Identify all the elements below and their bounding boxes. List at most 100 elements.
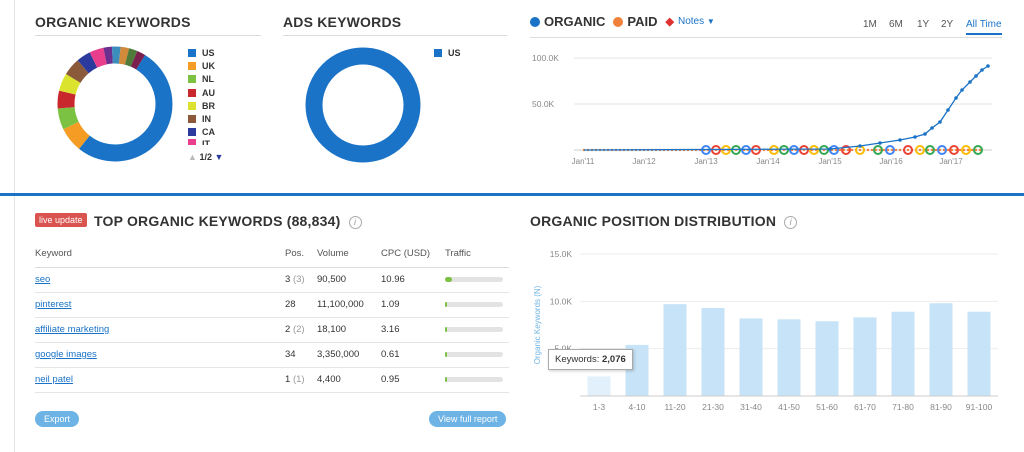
paid-point [874, 148, 878, 152]
dist-bar-61-70[interactable] [853, 317, 877, 396]
keyword-cell: pinterest [35, 292, 285, 318]
col-keyword[interactable]: Keyword [35, 241, 285, 268]
dist-bar-21-30[interactable] [701, 307, 725, 396]
organic-point [913, 135, 917, 139]
organic-trend-chart: 100.0K 50.0K Jan'11 Jan'12 Jan'13 Jan'14 Jan'1… [532, 53, 992, 166]
legend-label: NL [202, 74, 214, 85]
google-update-icon[interactable] [903, 145, 913, 155]
dist-x-tick: 61-70 [854, 402, 876, 412]
export-button[interactable]: Export [35, 411, 80, 427]
google-update-icon[interactable] [789, 145, 799, 155]
google-update-icon[interactable] [769, 145, 779, 155]
google-update-icon[interactable] [779, 145, 789, 155]
google-update-icon[interactable] [937, 145, 947, 155]
period-6m[interactable]: 6M [889, 19, 903, 30]
dist-y-label: Organic Keywords (N) [533, 285, 542, 364]
dist-bar-81-90[interactable] [929, 303, 953, 396]
organic-point [858, 144, 862, 148]
paid-label[interactable]: PAID [627, 14, 658, 29]
google-update-icon[interactable] [819, 145, 829, 155]
dist-bar-31-40[interactable] [739, 318, 763, 396]
donut-slice-uk [63, 121, 91, 149]
period-1y[interactable]: 1Y [917, 19, 930, 30]
pager-prev-icon[interactable]: ▲ [188, 152, 197, 162]
pos-cell: 1 (1) [285, 367, 317, 393]
keyword-link[interactable]: neil patel [35, 374, 74, 385]
legend-label: IN [202, 114, 211, 125]
dist-bar-1-3[interactable] [587, 376, 611, 396]
dist-x-tick: 11-20 [664, 402, 685, 412]
traffic-bar [445, 302, 503, 307]
col-traffic[interactable]: Traffic [445, 241, 509, 268]
paid-point [886, 148, 890, 152]
ads-donut-ring [305, 47, 421, 163]
pager-next-icon[interactable]: ▼ [214, 152, 224, 162]
pos-cell: 28 [285, 292, 317, 318]
google-update-icon[interactable] [949, 145, 959, 155]
dist-x-tick: 4-10 [628, 402, 645, 412]
period-all-time[interactable]: All Time [966, 19, 1002, 35]
legend-label: CA [202, 127, 215, 138]
traffic-bar-fill [445, 377, 447, 382]
paid-point [890, 148, 894, 152]
dist-bar-11-20[interactable] [663, 304, 687, 396]
google-update-icon[interactable] [885, 145, 895, 155]
legend-item-uk: UK [188, 59, 215, 72]
keyword-cell: affiliate marketing [35, 317, 285, 343]
view-full-report-button[interactable]: View full report [429, 411, 507, 427]
volume-cell: 4,400 [317, 367, 381, 393]
keyword-link[interactable]: google images [35, 349, 97, 360]
trend-x-tick: Jan'13 [694, 157, 718, 166]
google-update-icon[interactable] [925, 145, 935, 155]
google-update-icon[interactable] [915, 145, 925, 155]
traffic-bar-fill [445, 277, 452, 282]
trend-y-tick: 50.0K [532, 99, 555, 109]
google-update-icon[interactable] [973, 145, 983, 155]
trend-rule [530, 37, 1002, 38]
google-update-icon[interactable] [841, 145, 851, 155]
keyword-link[interactable]: seo [35, 274, 51, 285]
paid-point [926, 148, 930, 152]
paid-point [974, 148, 978, 152]
organic-point [974, 74, 978, 78]
info-icon[interactable]: i [348, 215, 362, 229]
period-1m[interactable]: 1M [863, 19, 877, 30]
dist-y-tick: 10.0K [550, 296, 573, 306]
table-row: affiliate marketing 2 (2) 18,100 3.16 [35, 317, 509, 343]
period-2y[interactable]: 2Y [941, 19, 954, 30]
google-update-icon[interactable] [809, 145, 819, 155]
dist-bar-71-80[interactable] [891, 311, 915, 396]
volume-cell: 18,100 [317, 317, 381, 343]
page-left-border [14, 0, 15, 452]
organic-point [938, 120, 942, 124]
google-update-icon[interactable] [873, 145, 883, 155]
dist-bar-41-50[interactable] [777, 319, 801, 396]
info-icon[interactable]: i [784, 215, 798, 229]
ads-keywords-title: ADS KEYWORDS [283, 14, 402, 30]
paid-dot-icon [613, 16, 624, 27]
google-update-icon[interactable] [751, 145, 761, 155]
keyword-link[interactable]: pinterest [35, 299, 72, 310]
legend-label: BR [202, 100, 215, 111]
top-keywords-title: TOP ORGANIC KEYWORDS (88,834) [94, 213, 341, 229]
dist-x-tick: 1-3 [593, 402, 606, 412]
donut-slice-ca [77, 52, 98, 74]
col-pos[interactable]: Pos. [285, 241, 317, 268]
paid-point [934, 148, 938, 152]
google-update-icon[interactable] [799, 145, 809, 155]
keyword-link[interactable]: affiliate marketing [35, 324, 110, 335]
google-update-icon[interactable] [961, 145, 971, 155]
dist-bar-51-60[interactable] [815, 321, 839, 396]
dist-bar-91-100[interactable] [967, 311, 991, 396]
volume-cell: 11,100,000 [317, 292, 381, 318]
notes-dropdown[interactable]: Notes ▼ [678, 16, 715, 27]
ads-legend-label: US [448, 47, 461, 58]
organic-label[interactable]: ORGANIC [544, 14, 606, 29]
trend-x-tick: Jan'11 [572, 157, 595, 166]
legend-pager[interactable]: ▲ 1/2 ▼ [188, 152, 223, 162]
col-cpc[interactable]: CPC (USD) [381, 241, 445, 268]
col-volume[interactable]: Volume [317, 241, 381, 268]
notes-diamond-icon: ◆ [665, 16, 674, 28]
table-row: google images 34 3,350,000 0.61 [35, 342, 509, 368]
ads-legend-swatch [434, 48, 442, 57]
